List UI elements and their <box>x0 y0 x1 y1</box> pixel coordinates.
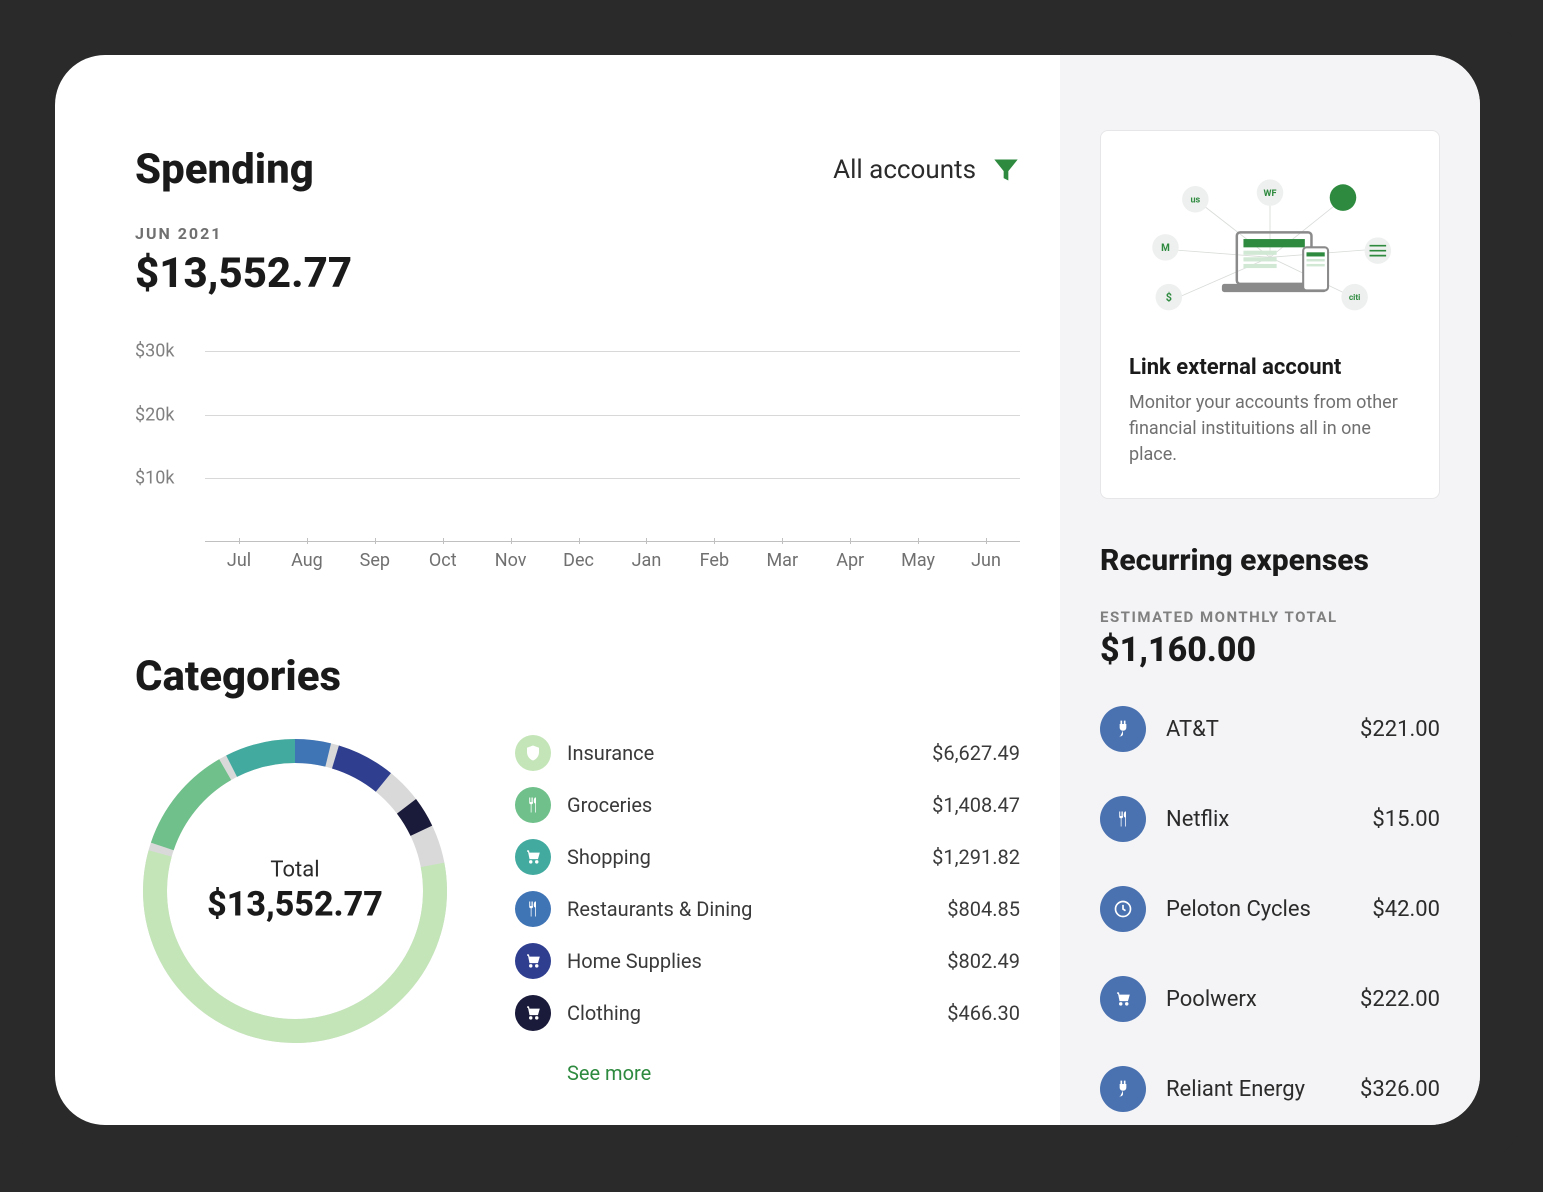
svg-text:citi: citi <box>1349 293 1361 303</box>
expense-row[interactable]: Peloton Cycles $42.00 <box>1100 886 1440 932</box>
chart-x-label: Nov <box>485 544 535 571</box>
chart-x-label: Dec <box>553 544 603 571</box>
chart-x-label: Jun <box>961 544 1011 571</box>
period-amount: $13,552.77 <box>135 249 1020 298</box>
filter-icon <box>992 156 1020 184</box>
expense-name: Reliant Energy <box>1166 1077 1340 1102</box>
accounts-filter-label: All accounts <box>833 155 976 185</box>
category-amount: $466.30 <box>947 1001 1020 1025</box>
recurring-estimated-label: ESTIMATED MONTHLY TOTAL <box>1100 608 1440 626</box>
expense-amount: $222.00 <box>1360 987 1440 1012</box>
svg-text:$: $ <box>1166 291 1172 304</box>
category-name: Shopping <box>567 845 916 869</box>
category-amount: $6,627.49 <box>932 741 1020 765</box>
category-row[interactable]: Groceries $1,408.47 <box>515 787 1020 823</box>
screen: Spending All accounts JUN 2021 $13,552.7… <box>55 55 1480 1125</box>
plug-icon <box>1100 706 1146 752</box>
spending-title: Spending <box>135 145 314 194</box>
chart-x-label: Oct <box>418 544 468 571</box>
recurring-estimated-amount: $1,160.00 <box>1100 630 1440 670</box>
link-account-description: Monitor your accounts from other financi… <box>1129 390 1411 468</box>
link-account-illustration: us WF citi $ M <box>1129 159 1411 339</box>
expense-row[interactable]: Netflix $15.00 <box>1100 796 1440 842</box>
chart-x-label: Apr <box>825 544 875 571</box>
chart-x-label: Jan <box>621 544 671 571</box>
expense-name: Poolwerx <box>1166 987 1340 1012</box>
expense-amount: $326.00 <box>1360 1077 1440 1102</box>
chart-x-label: Sep <box>350 544 400 571</box>
donut-center-label: Total <box>207 858 383 883</box>
category-name: Groceries <box>567 793 916 817</box>
main-panel: Spending All accounts JUN 2021 $13,552.7… <box>55 55 1060 1125</box>
link-account-title: Link external account <box>1129 355 1411 380</box>
chart-y-tick: $30k <box>135 340 174 361</box>
chart-x-labels: Jul Aug Sep Oct Nov Dec Jan Feb Mar Apr May Jun <box>205 544 1020 572</box>
donut-center: Total $13,552.77 <box>207 858 383 925</box>
link-account-card[interactable]: us WF citi $ M Link external account Monitor… <box>1100 130 1440 499</box>
categories-body: Total $13,552.77 Insurance $6,627.49 Groce… <box>135 731 1020 1085</box>
expense-name: Peloton Cycles <box>1166 897 1352 922</box>
cart-icon <box>515 839 551 875</box>
svg-text:M: M <box>1161 243 1170 254</box>
recurring-expenses-title: Recurring expenses <box>1100 543 1440 578</box>
right-panel: us WF citi $ M Link external account Monitor… <box>1060 55 1480 1125</box>
chart-x-label: Mar <box>757 544 807 571</box>
plug-icon <box>1100 1066 1146 1112</box>
category-amount: $1,408.47 <box>932 793 1020 817</box>
utensils-icon <box>1100 796 1146 842</box>
category-name: Insurance <box>567 741 916 765</box>
svg-text:us: us <box>1190 195 1200 205</box>
expense-list: AT&T $221.00 Netflix $15.00 Peloton Cycles $4… <box>1100 706 1440 1125</box>
chart-x-label: Jul <box>214 544 264 571</box>
expense-amount: $221.00 <box>1360 717 1440 742</box>
categories-title: Categories <box>135 652 1020 701</box>
category-row[interactable]: Shopping $1,291.82 <box>515 839 1020 875</box>
chart-y-tick: $20k <box>135 404 174 425</box>
category-list: Insurance $6,627.49 Groceries $1,408.47 Shop… <box>515 731 1020 1085</box>
expense-name: AT&T <box>1166 717 1340 742</box>
category-amount: $804.85 <box>947 897 1020 921</box>
chart-y-tick: $10k <box>135 468 174 489</box>
expense-amount: $42.00 <box>1372 897 1440 922</box>
utensils-icon <box>515 787 551 823</box>
device-frame: Spending All accounts JUN 2021 $13,552.7… <box>0 0 1535 1180</box>
spending-bar-chart: $30k $20k $10k Jul Aug Sep Oct Nov Dec Jan Feb Mar… <box>135 338 1020 572</box>
expense-row[interactable]: AT&T $221.00 <box>1100 706 1440 752</box>
cart-icon <box>1100 976 1146 1022</box>
accounts-filter[interactable]: All accounts <box>833 155 1020 185</box>
category-name: Home Supplies <box>567 949 931 973</box>
category-name: Restaurants & Dining <box>567 897 931 921</box>
expense-amount: $15.00 <box>1372 807 1440 832</box>
expense-row[interactable]: Poolwerx $222.00 <box>1100 976 1440 1022</box>
chart-plot-area <box>205 338 1020 542</box>
category-row[interactable]: Home Supplies $802.49 <box>515 943 1020 979</box>
clock-icon <box>1100 886 1146 932</box>
chart-x-label: Aug <box>282 544 332 571</box>
category-row[interactable]: Clothing $466.30 <box>515 995 1020 1031</box>
category-name: Clothing <box>567 1001 931 1025</box>
svg-text:WF: WF <box>1264 189 1277 199</box>
spending-header: Spending All accounts <box>135 145 1020 194</box>
category-amount: $802.49 <box>947 949 1020 973</box>
utensils-icon <box>515 891 551 927</box>
shield-icon <box>515 735 551 771</box>
category-amount: $1,291.82 <box>932 845 1020 869</box>
cart-icon <box>515 943 551 979</box>
donut-center-value: $13,552.77 <box>207 885 383 925</box>
chart-x-label: May <box>893 544 943 571</box>
chart-x-label: Feb <box>689 544 739 571</box>
category-row[interactable]: Restaurants & Dining $804.85 <box>515 891 1020 927</box>
expense-row[interactable]: Reliant Energy $326.00 <box>1100 1066 1440 1112</box>
category-row[interactable]: Insurance $6,627.49 <box>515 735 1020 771</box>
chart-y-axis: $30k $20k $10k <box>135 338 195 542</box>
see-more-link[interactable]: See more <box>567 1061 1020 1085</box>
expense-name: Netflix <box>1166 807 1352 832</box>
categories-donut: Total $13,552.77 <box>135 731 455 1051</box>
cart-icon <box>515 995 551 1031</box>
period-label: JUN 2021 <box>135 224 1020 243</box>
